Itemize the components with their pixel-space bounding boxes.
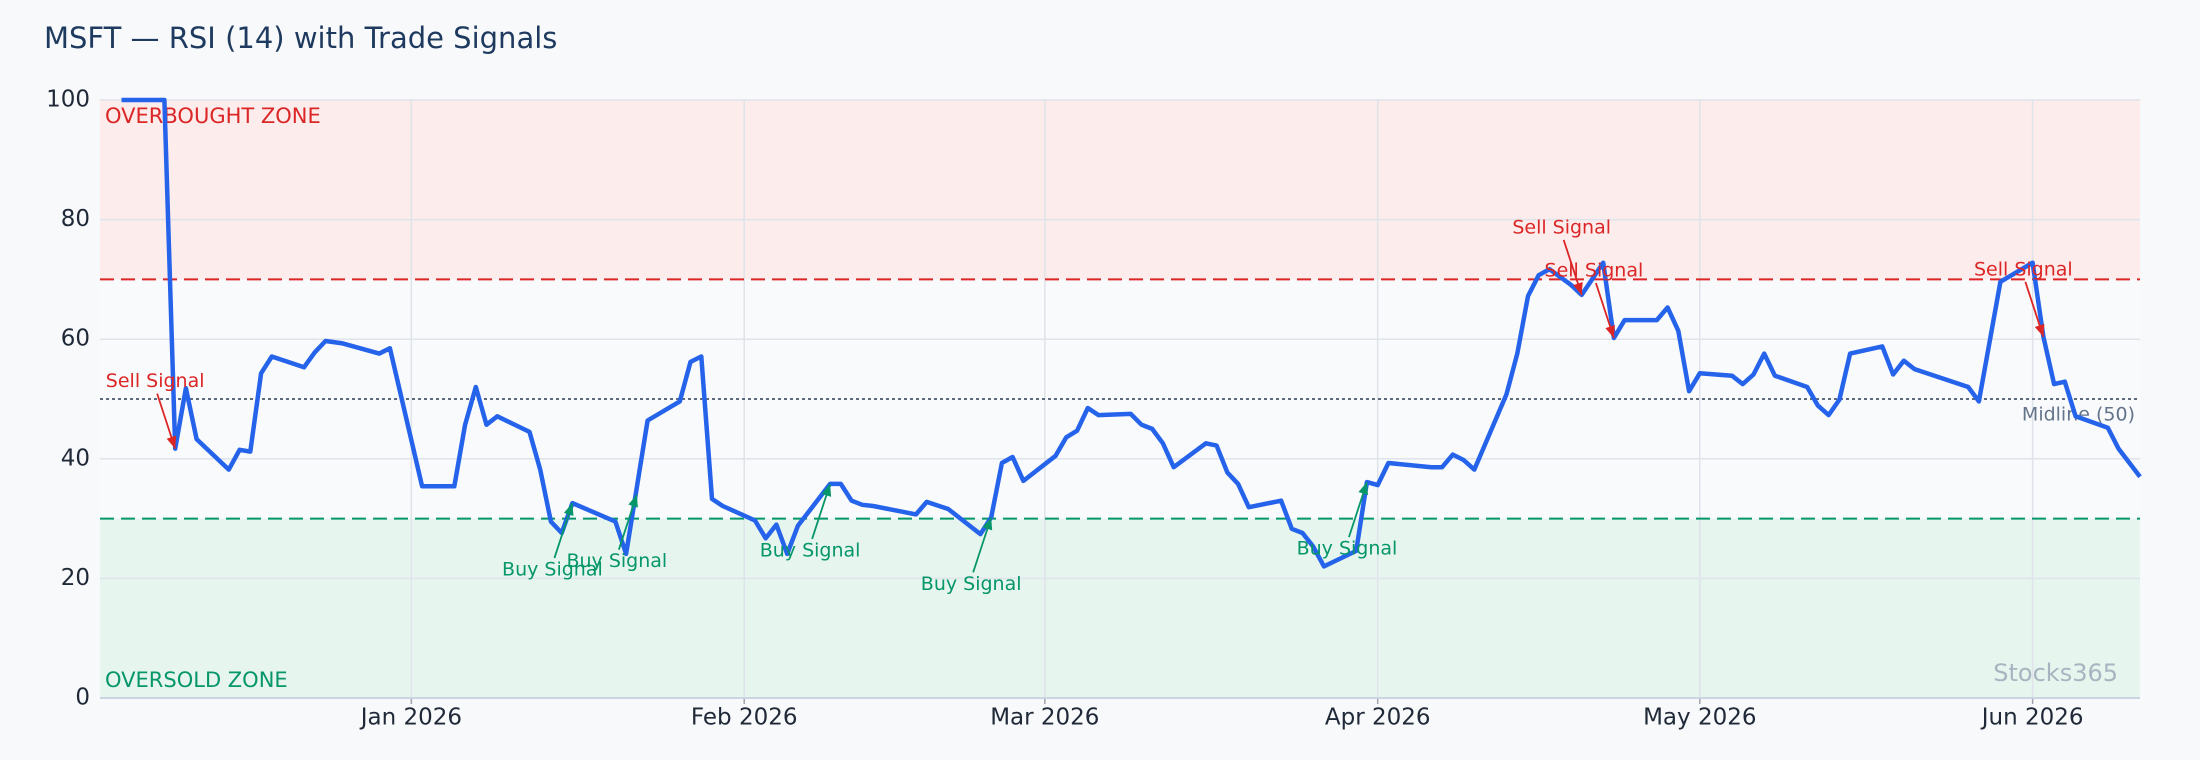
signal-arrowhead — [1605, 325, 1615, 339]
rsi-line — [121, 97, 2142, 569]
signal-arrowhead — [166, 435, 177, 449]
signal-arrowhead — [563, 503, 574, 517]
signal-label: Buy Signal — [921, 573, 1022, 595]
x-tick-label: Mar 2026 — [990, 705, 1099, 731]
y-tick-label: 0 — [75, 685, 90, 711]
signal-arrowhead — [1358, 482, 1368, 496]
y-tick-label: 80 — [61, 206, 90, 232]
signal-label: Sell Signal — [1545, 260, 1644, 282]
zone-label: OVERSOLD ZONE — [105, 668, 288, 692]
zone — [100, 518, 2140, 698]
y-tick-label: 20 — [61, 565, 90, 591]
signal-arrowhead — [821, 483, 832, 497]
signal-label: Buy Signal — [502, 559, 603, 581]
y-tick-label: 60 — [61, 326, 90, 352]
zone-label: OVERBOUGHT ZONE — [105, 104, 321, 128]
x-tick-label: May 2026 — [1643, 705, 1756, 731]
x-tick-label: Jun 2026 — [1980, 705, 2084, 731]
signal-label: Sell Signal — [1512, 216, 1611, 238]
x-tick-label: Jan 2026 — [359, 705, 462, 731]
y-tick-label: 100 — [46, 87, 90, 113]
chart-title: MSFT — RSI (14) with Trade Signals — [44, 21, 557, 55]
signal-label: Buy Signal — [1297, 538, 1398, 560]
signal-arrowhead — [628, 494, 638, 508]
signal-arrowhead — [1573, 281, 1583, 295]
signal-label: Buy Signal — [566, 550, 667, 572]
zone — [100, 100, 2140, 280]
signal-label: Sell Signal — [1974, 258, 2073, 280]
signal-label: Sell Signal — [106, 370, 205, 392]
x-tick-label: Apr 2026 — [1325, 705, 1431, 731]
signal-label: Buy Signal — [760, 539, 861, 561]
x-tick-label: Feb 2026 — [691, 705, 798, 731]
signal-arrowhead — [2034, 323, 2045, 337]
midline-label: Midline (50) — [2022, 404, 2135, 426]
y-tick-label: 40 — [61, 445, 90, 471]
signal-arrowhead — [982, 517, 993, 531]
watermark: Stocks365 — [1993, 659, 2118, 687]
